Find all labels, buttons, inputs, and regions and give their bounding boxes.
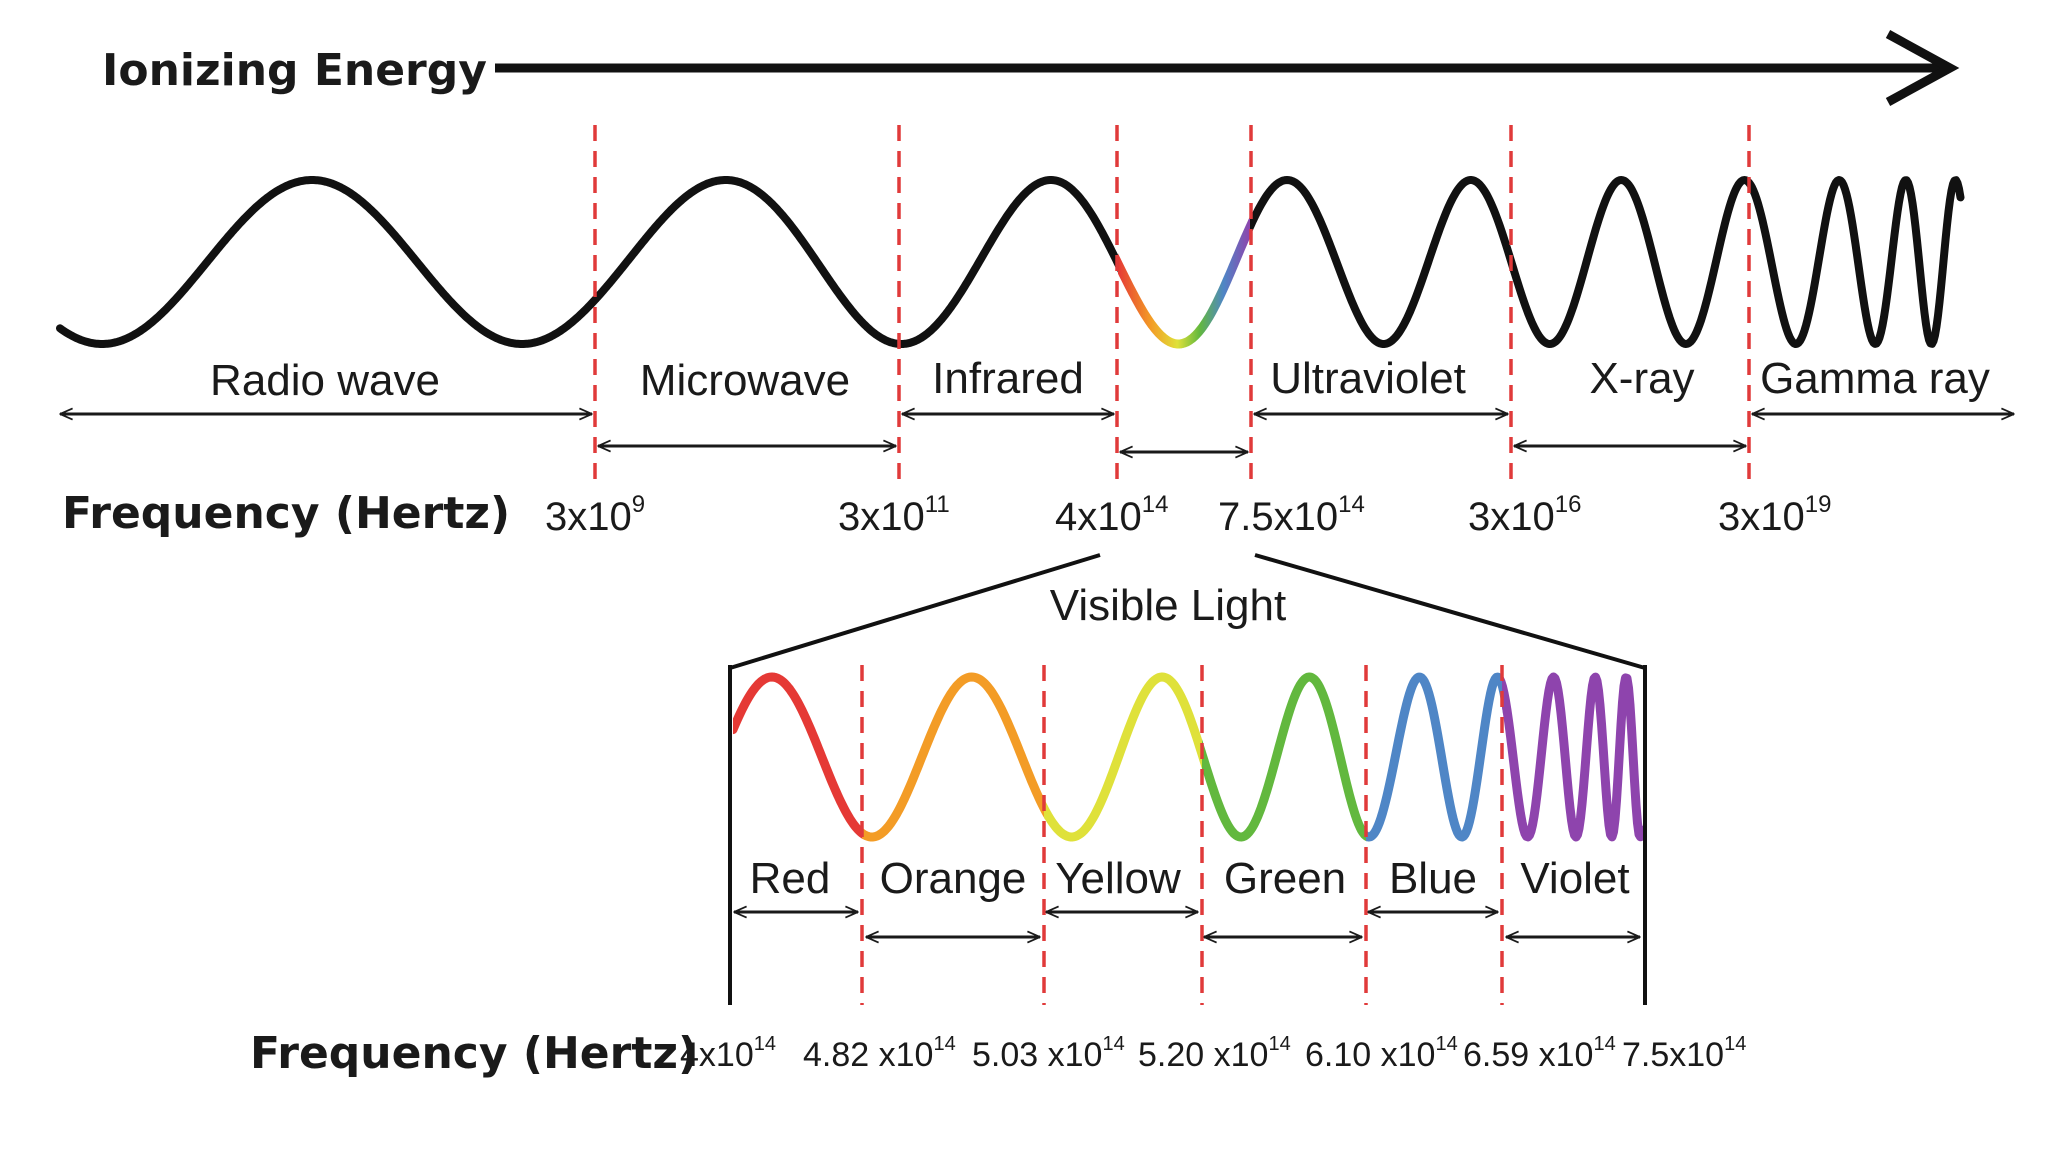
visible-frequency-values: 4x1014 4.82 x1014 5.03 x1014 5.20 x1014 …	[680, 1033, 1746, 1074]
frequency-3e16: 3x1016	[1468, 491, 1581, 539]
region-label-gamma-ray: Gamma ray	[1760, 354, 1990, 403]
visible-wave-segment	[862, 672, 1045, 842]
visible-frequency-axis-label: Frequency (Hertz)	[250, 1028, 698, 1079]
visible-wave-segment	[1044, 672, 1203, 842]
ionizing-energy-arrow	[495, 30, 1960, 106]
top-region-labels: Radio wave Microwave Infrared Ultraviole…	[210, 354, 1990, 405]
frequency-7-5e14: 7.5x1014	[1218, 491, 1365, 539]
spectrum-wave	[56, 176, 1965, 349]
top-frequency-values: 3x109 3x1011 4x1014 7.5x1014 3x1016 3x10…	[545, 491, 1831, 539]
frequency-3e9: 3x109	[545, 491, 645, 539]
band-label-yellow: Yellow	[1055, 854, 1181, 903]
region-label-microwave: Microwave	[640, 356, 850, 405]
visible-dividers	[860, 665, 1504, 1005]
frequency-5-20e14: 5.20 x1014	[1138, 1033, 1291, 1074]
visible-wave-segment	[1366, 672, 1503, 842]
band-label-orange: Orange	[880, 854, 1027, 903]
region-label-radio-wave: Radio wave	[210, 356, 440, 405]
band-label-red: Red	[750, 854, 831, 903]
band-label-blue: Blue	[1389, 854, 1477, 903]
band-label-green: Green	[1224, 854, 1346, 903]
frequency-4e14: 4x1014	[1055, 491, 1168, 539]
visible-light-title: Visible Light	[1050, 581, 1286, 630]
visible-light-box	[728, 665, 1647, 1005]
top-frequency-axis-label: Frequency (Hertz)	[62, 488, 510, 539]
frequency-4-82e14: 4.82 x1014	[803, 1033, 956, 1074]
ionizing-energy-label: Ionizing Energy	[102, 45, 487, 96]
region-label-x-ray: X-ray	[1589, 354, 1694, 403]
top-span-arrows	[60, 414, 2014, 452]
frequency-5-03e14: 5.03 x1014	[972, 1033, 1125, 1074]
region-label-ultraviolet: Ultraviolet	[1270, 354, 1466, 403]
frequency-3e19: 3x1019	[1718, 491, 1831, 539]
frequency-3e11: 3x1011	[838, 491, 950, 539]
band-label-violet: Violet	[1520, 854, 1629, 903]
region-label-infrared: Infrared	[932, 354, 1084, 403]
top-dividers	[593, 125, 1751, 482]
frequency-7-5e14-visible: 7.5x1014	[1622, 1033, 1746, 1074]
frequency-4e14-visible: 4x1014	[680, 1033, 776, 1074]
visible-light-wave	[733, 672, 1643, 842]
visible-band-labels: Red Orange Yellow Green Blue Violet	[750, 854, 1630, 903]
visible-span-arrows	[734, 912, 1640, 937]
spectrum-wave-path	[56, 176, 1965, 348]
visible-light-zoom-lines	[729, 553, 1646, 670]
frequency-6-59e14: 6.59 x1014	[1463, 1033, 1616, 1074]
frequency-6-10e14: 6.10 x1014	[1305, 1033, 1458, 1074]
